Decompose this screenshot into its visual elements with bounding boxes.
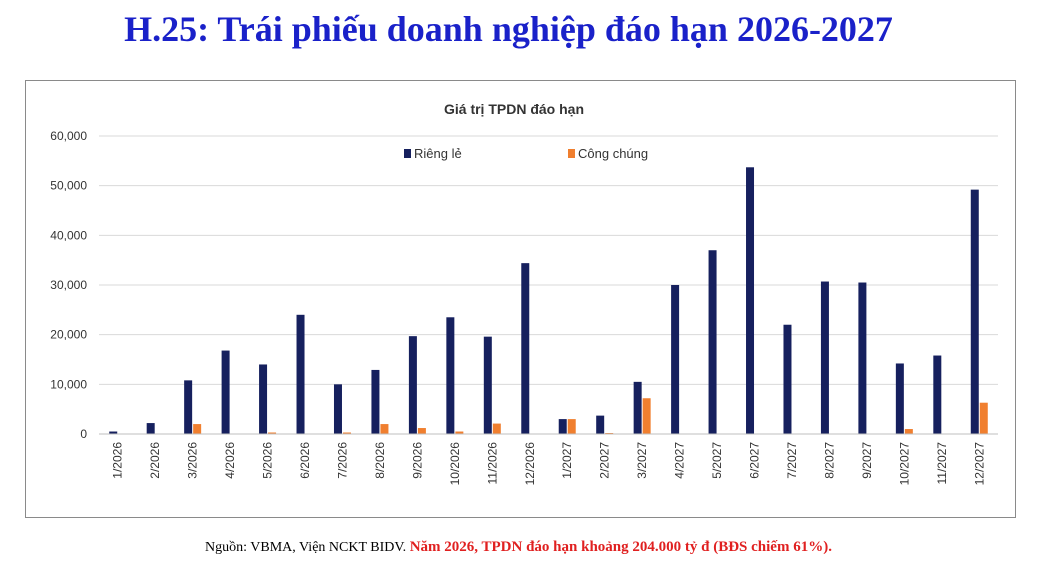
bar-rieng-le [109,431,118,434]
source-line: Nguồn: VBMA, Viện NCKT BIDV. Năm 2026, T… [0,539,1037,556]
bar-rieng-le [446,317,455,434]
x-tick-label: 5/2026 [261,442,275,479]
y-tick-label: 60,000 [50,129,87,143]
x-tick-label: 12/2027 [972,442,986,486]
x-tick-label: 2/2026 [148,442,162,479]
chart-frame: Giá trị TPDN đáo hạn 0 10,000 20,000 30,000… [25,80,1016,518]
x-tick-label: 2/2027 [598,442,612,479]
x-tick-label: 9/2027 [860,442,874,479]
bar-cong-chung [567,419,576,434]
bar-cong-chung [380,424,389,434]
legend-label: Công chúng [578,146,648,161]
x-tick-label: 3/2027 [635,442,649,479]
legend-swatch [568,149,575,158]
bar-cong-chung [268,432,277,434]
x-tick-label: 6/2026 [298,442,312,479]
bar-rieng-le [895,363,904,434]
bar-cong-chung [642,398,651,434]
bar-rieng-le [146,423,155,434]
bar-rieng-le [633,381,642,434]
bar-rieng-le [970,189,979,434]
bar-rieng-le [708,250,717,434]
bar-rieng-le [858,282,867,434]
x-tick-label: 12/2026 [523,442,537,486]
bar-chart: Giá trị TPDN đáo hạn 0 10,000 20,000 30,000… [50,101,998,486]
x-tick-label: 1/2026 [111,442,125,479]
bar-cong-chung [904,429,913,434]
bar-rieng-le [820,281,829,434]
bar-rieng-le [933,355,942,434]
x-tick-label: 7/2026 [335,442,349,479]
bar-rieng-le [558,419,567,434]
x-tick-label: 1/2027 [560,442,574,479]
bar-rieng-le [371,369,380,434]
bar-rieng-le [221,350,230,434]
bar-rieng-le [184,380,193,434]
y-tick-label: 30,000 [50,278,87,292]
bar-rieng-le [596,415,605,434]
source-note: Năm 2026, TPDN đáo hạn khoảng 204.000 tỷ… [409,539,832,555]
bar-cong-chung [455,431,464,434]
x-tick-label: 11/2026 [485,442,499,485]
x-tick-label: 8/2026 [373,442,387,479]
y-tick-label: 0 [80,427,87,441]
y-tick-label: 50,000 [50,179,87,193]
bar-rieng-le [671,285,680,434]
x-tick-label: 4/2026 [223,442,237,479]
x-tick-label: 3/2026 [186,442,200,479]
bar-rieng-le [408,336,417,434]
bar-rieng-le [259,364,268,434]
bar-rieng-le [296,314,305,434]
legend-swatch [404,149,411,158]
bar-rieng-le [483,336,492,434]
x-tick-label: 7/2027 [785,442,799,479]
bar-cong-chung [342,432,351,434]
x-tick-label: 10/2027 [897,442,911,486]
source-text: Nguồn: VBMA, Viện NCKT BIDV. [205,540,407,555]
page-title: H.25: Trái phiếu doanh nghiệp đáo hạn 20… [124,9,893,49]
x-tick-label: 9/2026 [410,442,424,479]
x-tick-label: 8/2027 [822,442,836,479]
y-tick-label: 40,000 [50,228,87,242]
bar-cong-chung [492,423,501,434]
bar-rieng-le [783,324,792,434]
bar-cong-chung [417,428,426,434]
bar-rieng-le [521,263,530,434]
chart-title: Giá trị TPDN đáo hạn [444,101,584,117]
x-tick-label: 4/2027 [673,442,687,479]
x-tick-label: 6/2027 [748,442,762,479]
x-tick-label: 11/2027 [935,442,949,485]
bar-cong-chung [979,402,988,434]
x-tick-label: 5/2027 [710,442,724,479]
legend-label: Riêng lẻ [414,146,462,161]
bar-rieng-le [746,167,755,434]
bar-cong-chung [193,424,202,434]
bar-rieng-le [333,384,342,434]
y-tick-label: 20,000 [50,328,87,342]
x-tick-label: 10/2026 [448,442,462,486]
y-tick-label: 10,000 [50,377,87,391]
